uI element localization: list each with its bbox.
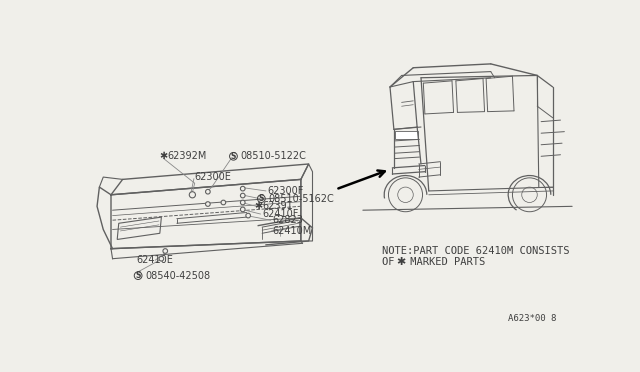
Circle shape: [241, 207, 245, 212]
Text: 62410F: 62410F: [262, 209, 298, 219]
Text: 62300F: 62300F: [268, 186, 304, 196]
Text: NOTE:PART CODE 62410M CONSISTS: NOTE:PART CODE 62410M CONSISTS: [382, 246, 570, 256]
Text: S: S: [259, 194, 264, 203]
Text: S: S: [231, 152, 236, 161]
Text: S: S: [136, 271, 141, 280]
Text: OF: OF: [382, 257, 401, 267]
FancyBboxPatch shape: [396, 131, 418, 139]
Text: 62300E: 62300E: [194, 172, 231, 182]
Text: ✱: ✱: [254, 201, 262, 211]
Circle shape: [159, 256, 164, 261]
Circle shape: [241, 193, 245, 198]
Text: MARKED PARTS: MARKED PARTS: [404, 257, 485, 267]
Text: 62392M: 62392M: [168, 151, 207, 161]
Text: ✱: ✱: [159, 151, 168, 161]
Text: 62391: 62391: [262, 201, 293, 211]
Text: ✱: ✱: [396, 257, 406, 267]
Text: 08510-5162C: 08510-5162C: [268, 194, 334, 203]
Circle shape: [205, 189, 210, 194]
Circle shape: [205, 202, 210, 206]
Circle shape: [246, 213, 250, 218]
Circle shape: [241, 200, 245, 205]
Text: 62410E: 62410E: [136, 255, 173, 265]
Text: A623*00 8: A623*00 8: [508, 314, 557, 323]
Circle shape: [189, 192, 195, 198]
Text: 08510-5122C: 08510-5122C: [241, 151, 307, 161]
Text: 62823: 62823: [272, 215, 303, 225]
Text: 08540-42508: 08540-42508: [145, 271, 210, 280]
Circle shape: [163, 249, 168, 253]
Circle shape: [241, 186, 245, 191]
Text: 62410M: 62410M: [272, 226, 312, 236]
Circle shape: [221, 200, 226, 205]
